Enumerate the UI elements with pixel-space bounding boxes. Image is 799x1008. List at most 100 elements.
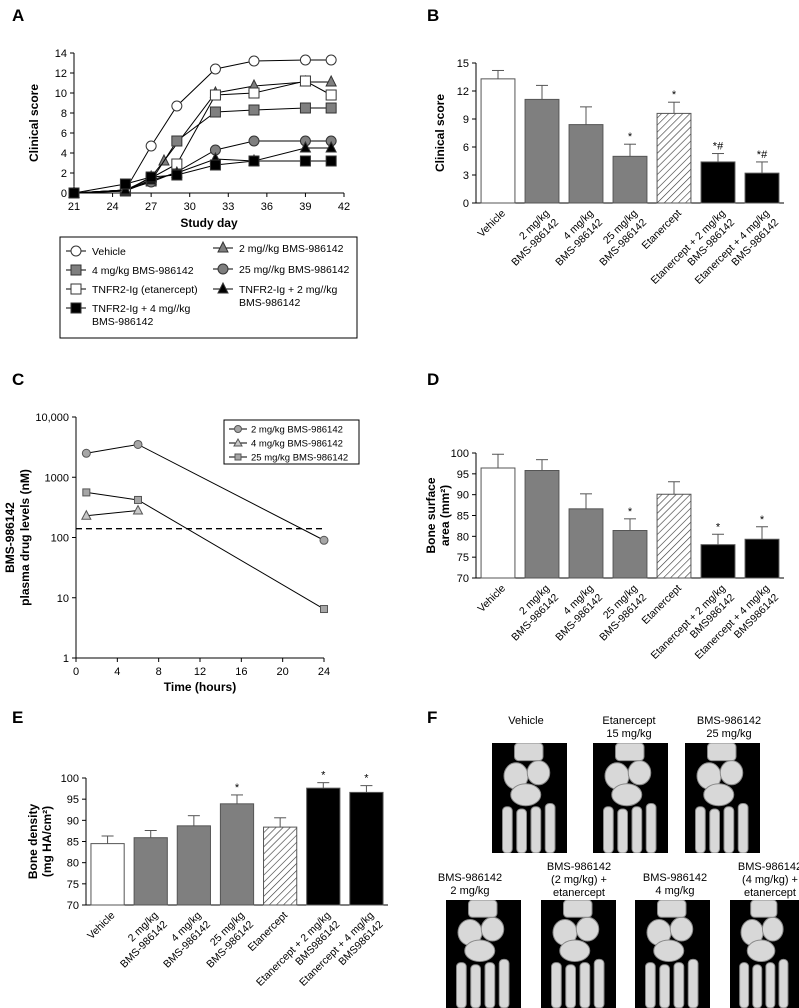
x-tick-label: 42 xyxy=(338,201,350,213)
y-tick-label: 0 xyxy=(61,188,67,200)
bone-shape xyxy=(657,900,687,918)
microct-image xyxy=(541,900,616,1008)
bone-shape xyxy=(645,803,657,853)
data-point xyxy=(325,54,337,66)
y-tick-label: 4 xyxy=(61,148,67,160)
data-point xyxy=(209,106,221,118)
microct-caption-line: 2 mg/kg xyxy=(450,885,490,897)
data-point xyxy=(81,509,92,520)
bone-shape xyxy=(559,939,591,963)
significance-mark: * xyxy=(628,506,633,518)
chart-e-bone-density: 70 75 80 85 90 95 100 Bone density (mg HA/cm²) Ve… xyxy=(26,770,388,989)
category-label-line: Etanercept xyxy=(640,582,684,626)
chart-b-clinical-score-bars: 0 3 6 9 12 15 Clinical score Vehicle 2 mg/kgBMS-… xyxy=(433,58,784,287)
series-line xyxy=(73,160,332,194)
x-tick-label: 33 xyxy=(222,201,234,213)
data-point xyxy=(134,495,142,504)
microct-caption-line: (2 mg/kg) + xyxy=(551,874,607,886)
bone-render-icon xyxy=(645,900,699,1008)
data-point xyxy=(248,104,260,116)
x-tick-label: 27 xyxy=(145,201,157,213)
y-axis-title: area (mm²) xyxy=(438,485,452,546)
bone-shape xyxy=(502,806,513,853)
bone-shape xyxy=(645,962,656,1008)
microct-caption-line: BMS-986142 xyxy=(546,861,612,873)
panel-label-d: D xyxy=(427,370,440,389)
legend-label: BMS-986142 xyxy=(92,316,153,328)
y-tick-label: 12 xyxy=(457,86,469,98)
legend-marker xyxy=(234,453,242,461)
bone-shape xyxy=(631,806,643,853)
bone-shape xyxy=(510,783,542,807)
chart-c-plasma-drug-levels: 1 10 100 1000 10,000 0 4 8 12 16 20 24 Time (hours) B… xyxy=(3,412,360,694)
data-point xyxy=(145,171,157,183)
x-tick-label: 16 xyxy=(235,666,247,678)
microct-caption: BMS-986142 (4 mg/kg) + etanercept xyxy=(724,861,799,900)
legend-label: Vehicle xyxy=(92,246,126,258)
legend-label: BMS-986142 xyxy=(239,297,300,309)
data-point xyxy=(248,55,260,67)
bar xyxy=(700,161,736,204)
y-tick-label: 100 xyxy=(51,533,69,545)
y-tick-label: 80 xyxy=(67,858,79,870)
y-tick-label: 95 xyxy=(457,469,469,481)
data-point xyxy=(325,102,337,114)
y-tick-label: 70 xyxy=(457,573,469,585)
bone-shape xyxy=(761,916,784,942)
microct-image xyxy=(730,900,799,1008)
y-tick-label: 90 xyxy=(67,815,79,827)
bone-shape xyxy=(611,783,643,807)
bone-render-icon xyxy=(603,743,657,853)
y-tick-label: 10,000 xyxy=(35,412,69,424)
series-line xyxy=(73,80,332,194)
chart-d-bone-surface-area: 70 75 80 85 90 95 100 Bone surface area (mm²) Veh… xyxy=(424,448,784,662)
legend-label: 25 mg/kg BMS-986142 xyxy=(251,453,348,464)
bone-shape xyxy=(468,900,498,918)
panel-label-e: E xyxy=(12,708,24,727)
bar xyxy=(700,544,736,579)
significance-mark: * xyxy=(235,782,240,794)
bar xyxy=(524,98,560,204)
significance-mark: * xyxy=(760,514,765,526)
x-tick-label: 39 xyxy=(299,201,311,213)
category-label: Vehicle xyxy=(85,909,118,942)
bar xyxy=(612,530,648,579)
category-label: Etanercept xyxy=(246,909,290,953)
data-point xyxy=(209,159,221,171)
category-label-line: Vehicle xyxy=(476,207,509,240)
significance-mark: * xyxy=(716,521,721,533)
x-axis-title: Time (hours) xyxy=(164,680,236,694)
bone-shape xyxy=(563,900,593,918)
y-axis-title: Clinical score xyxy=(433,94,447,172)
legend-marker xyxy=(70,302,82,314)
y-tick-label: 6 xyxy=(61,128,67,140)
microct-image xyxy=(446,900,521,1008)
bar xyxy=(90,843,125,906)
y-tick-label: 100 xyxy=(61,773,79,785)
bone-shape xyxy=(669,916,694,942)
bar xyxy=(306,787,341,906)
bone-shape xyxy=(526,760,551,786)
bone-render-icon xyxy=(502,743,556,853)
x-tick-label: 8 xyxy=(156,666,162,678)
bone-render-icon xyxy=(456,900,510,1008)
bone-render-icon xyxy=(739,900,789,1008)
x-tick-label: 4 xyxy=(114,666,120,678)
y-axis-title: (mg HA/cm²) xyxy=(40,806,54,877)
microct-image xyxy=(635,900,710,1008)
data-point xyxy=(82,488,91,497)
legend-marker xyxy=(70,245,82,257)
category-label-line: Etanercept + 2 mg/kg xyxy=(254,909,333,988)
significance-mark: * xyxy=(321,770,326,782)
x-tick-label: 24 xyxy=(318,666,330,678)
x-tick-label: 0 xyxy=(73,666,79,678)
category-label-line: Etanercept + 2 mg/kg xyxy=(649,207,728,286)
data-point xyxy=(68,187,80,199)
panel-f-microct-images: Vehicle Etanercept 15 mg/kg BMS-986142 25 mg… xyxy=(420,700,799,1008)
y-tick-label: 10 xyxy=(55,88,67,100)
legend-marker xyxy=(70,264,82,276)
